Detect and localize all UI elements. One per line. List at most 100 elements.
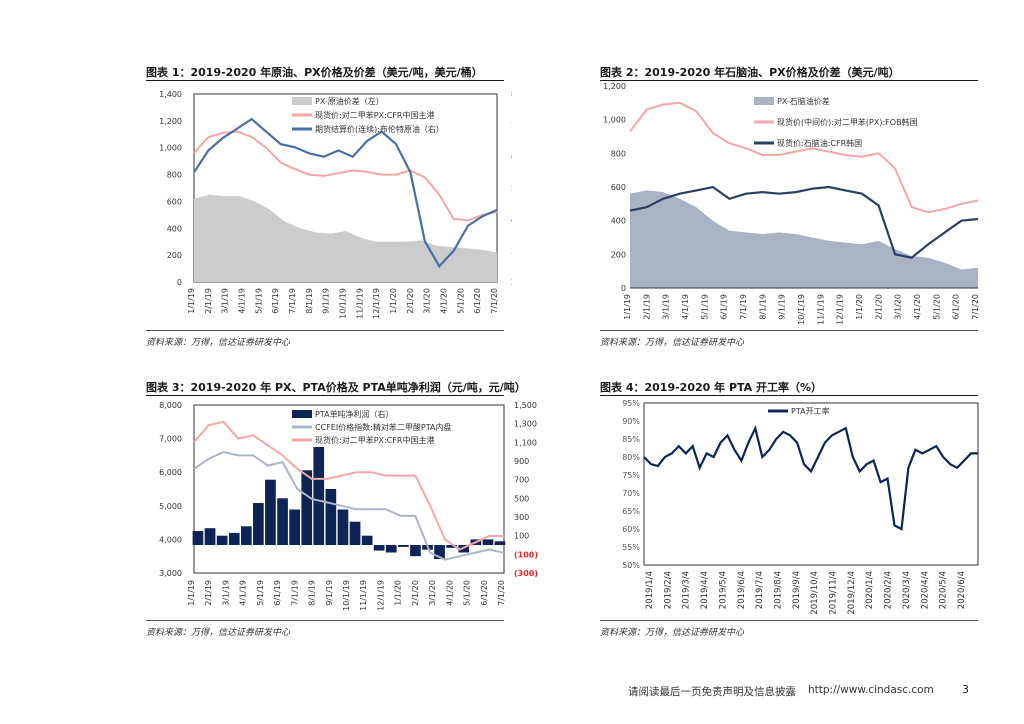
chart4-xtick-17: 2020/6/4 — [957, 571, 967, 609]
chart2-ytick-6: 1,200 — [603, 82, 626, 91]
chart2-legend-0-text: PX-石脑油价差 — [777, 96, 830, 106]
chart4-ytick-2: 60% — [622, 525, 640, 534]
chart3-xtick-15: 4/1/20 — [445, 580, 454, 606]
chart2-xtick-9: 10/1/19 — [797, 294, 806, 325]
chart1-legend-2-text: 期货结算价(连续):布伦特原油（右） — [315, 124, 444, 134]
chart4-xtick-10: 2019/11/4 — [829, 571, 839, 615]
chart2-ytick-5: 1,000 — [603, 116, 626, 125]
chart4-ytick-3: 65% — [622, 507, 640, 516]
chart1-xtick-18: 7/1/20 — [490, 288, 499, 314]
chart1-xtick-16: 5/1/20 — [456, 288, 465, 314]
chart3-ytick-right-5: 700 — [514, 476, 529, 485]
chart2-ytick-2: 400 — [611, 217, 626, 226]
chart4-source: 资料来源：万得，信达证券研发中心 — [600, 628, 745, 638]
footer-disclaimer: 请阅读最后一页免责声明及信息披露 — [628, 686, 796, 698]
chart3-ytick-left-0: 3,000 — [159, 569, 182, 578]
chart3-profit-bar-12 — [337, 509, 349, 545]
chart2-xtick-18: 7/1/20 — [971, 294, 980, 320]
chart2-xtick-16: 5/1/20 — [932, 294, 941, 320]
chart1-ytick-left-0: 0 — [177, 278, 182, 287]
chart3-profit-bar-24 — [482, 539, 494, 545]
chart4-legend-0-text: PTA开工率 — [791, 406, 830, 416]
chart3-profit-bar-20 — [434, 545, 445, 559]
chart4-ytick-5: 75% — [622, 471, 640, 480]
chart2-title: 图表 2：2019-2020 年石脑油、PX价格及价差（美元/吨） — [600, 66, 900, 79]
chart3-ytick-right-4: 500 — [514, 494, 529, 503]
chart2-source-rule — [600, 330, 978, 331]
chart3-legend-2-text: 现货价:对二甲苯PX:CFR中国主港 — [315, 435, 434, 445]
chart2-xtick-14: 3/1/20 — [894, 294, 903, 320]
chart4-xtick-5: 2019/6/4 — [737, 571, 747, 609]
chart4-xtick-0: 2019/1/4 — [645, 571, 655, 609]
chart3-source-rule — [146, 620, 504, 621]
chart2-ytick-0: 0 — [621, 284, 626, 293]
chart3-series-pta-line — [193, 450, 505, 561]
chart2-ytick-3: 600 — [611, 183, 626, 192]
chart2-ytick-4: 800 — [611, 149, 626, 158]
chart1-legend-0-text: PX-原油价差（左） — [315, 96, 384, 106]
chart2-xtick-0: 1/1/19 — [623, 294, 632, 320]
chart3-profit-bar-2 — [216, 535, 228, 545]
chart3-profit-bar-18 — [410, 545, 421, 557]
chart1-title-rule — [146, 80, 504, 81]
chart3-ytick-left-4: 7,000 — [159, 435, 182, 444]
chart1-series-px-spread-area — [194, 194, 497, 282]
chart2-ytick-1: 200 — [611, 250, 626, 259]
chart3-profit-bar-10 — [313, 447, 325, 545]
chart2-xtick-11: 12/1/19 — [836, 294, 845, 325]
chart3-xtick-7: 8/1/19 — [308, 580, 317, 606]
chart2-xtick-1: 2/1/19 — [642, 294, 651, 320]
chart3-frame — [193, 404, 505, 574]
chart3-ytick-right-8: 1,300 — [514, 420, 537, 429]
chart1-series-px-price-line — [193, 130, 498, 222]
chart4-xtick-16: 2020/5/4 — [939, 571, 949, 609]
chart4-xtick-13: 2020/2/4 — [884, 571, 894, 609]
chart1-ytick-right-5: 70 — [511, 121, 512, 130]
chart3-ytick-left-2: 5,000 — [159, 502, 182, 511]
chart4-source-rule — [600, 620, 978, 621]
chart3-legend-1-text: CCFEI价格指数:精对苯二甲酸PTA内盘 — [315, 422, 451, 432]
chart3-profit-bar-8 — [289, 509, 300, 545]
chart2-xtick-6: 7/1/19 — [739, 294, 748, 320]
chart3-ytick-left-3: 6,000 — [159, 468, 182, 477]
chart3-profit-bar-11 — [325, 489, 337, 545]
chart3-xtick-3: 4/1/19 — [239, 580, 248, 606]
chart3-profit-bar-0 — [192, 531, 204, 545]
chart3-profit-bar-17 — [398, 545, 409, 547]
chart4-ytick-6: 80% — [622, 453, 640, 462]
chart4-title: 图表 4：2019-2020 年 PTA 开工率（%） — [600, 381, 823, 394]
chart3-ytick-left-1: 4,000 — [159, 535, 182, 544]
chart1-xtick-2: 3/1/19 — [221, 288, 230, 314]
chart3-profit-bar-1 — [204, 528, 216, 545]
chart2-xtick-10: 11/1/19 — [816, 294, 825, 325]
chart4-xtick-2: 2019/3/4 — [682, 571, 692, 609]
chart2-series-px-fob-line — [629, 101, 979, 214]
chart4-xtick-4: 2019/5/4 — [718, 571, 728, 609]
footer-url[interactable]: http://www.cindasc.com — [808, 684, 934, 696]
chart2-source: 资料来源：万得，信达证券研发中心 — [600, 338, 745, 348]
chart4-ytick-4: 70% — [622, 489, 640, 498]
chart2-title-rule — [600, 80, 978, 81]
chart3-profit-bar-3 — [228, 532, 240, 545]
chart1-source-rule — [146, 330, 504, 331]
chart1-xtick-12: 1/1/20 — [389, 288, 398, 314]
chart4-xtick-7: 2019/8/4 — [773, 571, 783, 609]
chart3-xtick-2: 3/1/19 — [221, 580, 230, 606]
chart3-title: 图表 3：2019-2020 年 PX、PTA价格及 PTA单吨净利润（元/吨，… — [146, 381, 526, 394]
chart3-profit-bar-9 — [301, 470, 313, 545]
chart1-plot: 0 200 400 600 800 1,000 1,200 1,400 20 30 40 50 60 70… — [159, 90, 512, 319]
chart4-ytick-7: 85% — [622, 435, 640, 444]
chart2-legend-0-swatch — [754, 97, 774, 105]
chart1-ytick-left-7: 1,400 — [159, 90, 182, 99]
chart2-plot: 0 200 400 600 800 1,000 1,200 1/1/19 2/1/19 3/1/1… — [603, 82, 980, 325]
chart3-xtick-12: 1/1/20 — [394, 580, 403, 606]
chart2-series-naphtha-line — [629, 185, 979, 259]
chart4-ytick-8: 90% — [622, 417, 640, 426]
chart4-plot: 50% 55% 60% 65% 70% 75% 80% 85% 90% 95% 2019/1/4 20… — [622, 399, 979, 615]
chart3-xtick-13: 2/1/20 — [411, 580, 420, 606]
chart3-xtick-6: 7/1/19 — [290, 580, 299, 606]
chart3-profit-bar-16 — [385, 545, 397, 553]
chart1-xtick-3: 4/1/19 — [238, 288, 247, 314]
chart4-xtick-15: 2020/4/4 — [920, 571, 930, 609]
chart1-xtick-5: 6/1/19 — [271, 288, 280, 314]
